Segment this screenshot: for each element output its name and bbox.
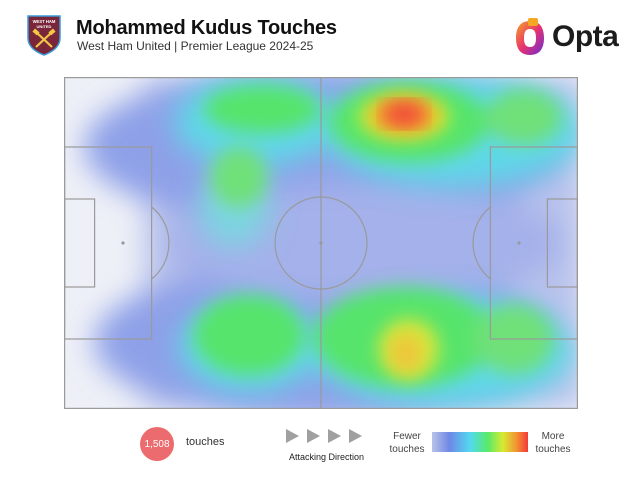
touch-count-badge: 1,508 <box>140 427 174 461</box>
svg-text:WEST HAM: WEST HAM <box>33 19 56 24</box>
opta-mark-icon <box>516 18 544 55</box>
touch-count-label: touches <box>186 436 225 448</box>
attacking-direction-label: Attacking Direction <box>289 452 365 462</box>
page-title: Mohammed Kudus Touches <box>76 17 337 39</box>
pitch-lines <box>64 77 578 409</box>
scale-high-label: More touches <box>535 431 571 455</box>
attacking-direction-arrows-icon <box>286 429 362 443</box>
west-ham-crest-icon: WEST HAM UNITED <box>27 15 61 56</box>
opta-wordmark: Opta <box>552 20 619 53</box>
svg-text:UNITED: UNITED <box>37 24 52 29</box>
opta-logo: Opta <box>512 18 624 58</box>
legend: 1,508 touches Attacking Direction Fewer … <box>0 418 640 480</box>
pitch-heatmap <box>64 77 578 409</box>
scale-low-label: Fewer touches <box>389 431 425 455</box>
header: WEST HAM UNITED Mohammed Kudus Touches W… <box>0 0 640 64</box>
color-scale <box>432 432 528 452</box>
page-subtitle: West Ham United | Premier League 2024-25 <box>77 39 314 53</box>
